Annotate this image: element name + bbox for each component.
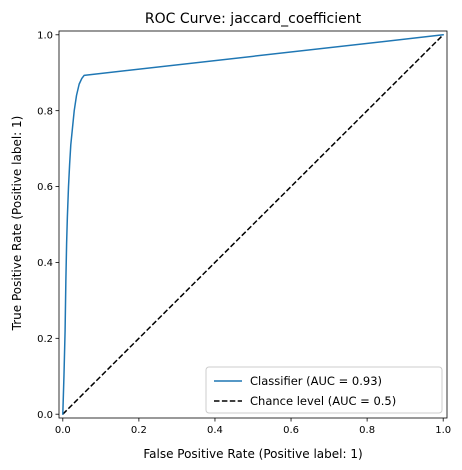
x-tick-label: 0.2 — [131, 425, 147, 436]
x-tick-label: 0.4 — [207, 425, 223, 436]
x-tick-label: 1.0 — [435, 425, 451, 436]
legend-box — [205, 366, 443, 414]
chart-title: ROC Curve: jaccard_coefficient — [145, 11, 362, 27]
legend-label-classifier: Classifier (AUC = 0.93) — [250, 374, 382, 388]
series-line-chance — [62, 34, 444, 415]
y-axis-label: True Positive Rate (Positive label: 1) — [10, 116, 24, 332]
x-tick-label: 0.6 — [283, 425, 299, 436]
y-tick-label: 0.6 — [37, 182, 53, 193]
legend: Classifier (AUC = 0.93) Chance level (AUC… — [205, 366, 443, 414]
y-tick-label: 0.0 — [37, 410, 53, 421]
legend-label-chance: Chance level (AUC = 0.5) — [250, 394, 396, 408]
axes: 0.0 0.2 0.4 0.6 0.8 1.0 0.0 0.2 0.4 0.6 0.8 1.0 — [37, 30, 451, 436]
plot-frame — [58, 30, 448, 419]
x-axis-label: False Positive Rate (Positive label: 1) — [143, 447, 362, 461]
y-tick-label: 0.2 — [37, 334, 53, 345]
series-line-classifier — [62, 34, 444, 415]
y-tick-label: 0.8 — [37, 106, 53, 117]
y-tick-label: 0.4 — [37, 258, 53, 269]
y-tick-label: 1.0 — [37, 30, 53, 41]
plot-area — [62, 34, 444, 415]
x-tick-label: 0.0 — [55, 425, 71, 436]
x-tick-label: 0.8 — [359, 425, 375, 436]
